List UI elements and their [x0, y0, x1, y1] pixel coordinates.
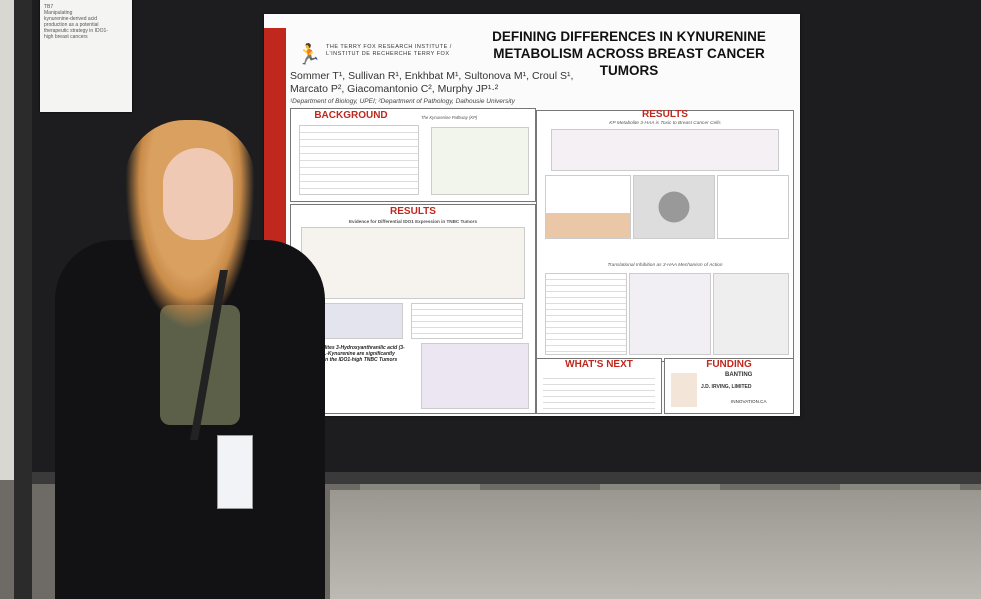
funding-panel: FUNDING BANTING J.D. IRVING, LIMITED INN… [664, 358, 794, 414]
whats-next-heading: WHAT'S NEXT [565, 359, 633, 370]
ido1-subhead: Evidence for Differential IDO1 Expressio… [348, 219, 478, 224]
colony-assay-figure [633, 175, 715, 239]
funder-innovation: INNOVATION.CA [731, 399, 767, 404]
stand-post [14, 0, 32, 599]
results-left-heading: RESULTS [390, 206, 436, 217]
funder-logos [671, 373, 697, 407]
note-line: therapeutic strategy in IDO1- [44, 28, 108, 34]
results-left-panel: RESULTS Evidence for Differential IDO1 E… [290, 204, 536, 414]
funder-banting: BANTING [725, 372, 753, 378]
funder-jd-irving: J.D. IRVING, LIMITED [701, 384, 752, 390]
ido1-figure [301, 227, 525, 299]
workflow-diagram [551, 129, 779, 171]
funding-heading: FUNDING [706, 359, 752, 370]
kp-pathway-subhead: The Kynurenine Pathway (KP) [421, 115, 478, 120]
presenter-person [55, 120, 335, 599]
runner-logo-icon: 🏃 [296, 44, 322, 66]
kp-pathway-diagram [431, 127, 529, 195]
background-heading: BACKGROUND [314, 110, 388, 121]
note-line: Manipulating [44, 10, 73, 16]
whats-next-text [543, 373, 655, 409]
bar-chart-figure [545, 175, 631, 239]
background-text-block [299, 125, 419, 195]
translation-text [545, 273, 627, 355]
poster-red-stripe [264, 28, 286, 248]
terry-fox-logo: 🏃 THE TERRY FOX RESEARCH INSTITUTE / L'I… [292, 38, 452, 72]
poster-affiliations: ¹Department of Biology, UPEI; ²Departmen… [290, 98, 515, 105]
background-panel: BACKGROUND The Kynurenine Pathway (KP) [290, 108, 536, 202]
logo-text: THE TERRY FOX RESEARCH INSTITUTE / L'INS… [326, 44, 452, 57]
note-line: kynurenine-derived acid [44, 16, 98, 22]
ic50-curves-figure [717, 175, 789, 239]
pinned-note: TB7 Manipulating kynurenine-derived acid… [40, 0, 132, 112]
poster-authors: Sommer T¹, Sullivan R¹, Enkhbat M¹, Sult… [290, 70, 574, 95]
translation-subhead: Translational Inhibition as 3-HAA Mechan… [607, 263, 723, 268]
research-poster: 🏃 THE TERRY FOX RESEARCH INSTITUTE / L'I… [264, 14, 800, 416]
heatmap-figure [421, 343, 529, 409]
results-right-heading: RESULTS [642, 109, 688, 120]
note-line: production as a potential [44, 22, 99, 28]
volcano-plot-figure [629, 273, 711, 355]
note-line: TB7 [44, 4, 54, 10]
whats-next-panel: WHAT'S NEXT [536, 358, 662, 414]
note-line: high breast cancers [44, 34, 88, 40]
face [163, 148, 233, 240]
poster-title: DEFINING DIFFERENCES IN KYNURENINE METAB… [492, 29, 766, 78]
name-badge [217, 435, 253, 509]
floor-carpet [330, 490, 981, 599]
kp-metabolites-subhead: KP Metabolites 3-Hydroxyanthranilic acid… [299, 345, 405, 363]
toxic-subhead: KP Metabolite 3-HAA is Toxic to Breast C… [609, 121, 721, 126]
sunset-blot-figure [713, 273, 789, 355]
blot-text [411, 303, 523, 339]
results-right-panel: RESULTS KP Metabolite 3-HAA is Toxic to … [536, 109, 794, 362]
